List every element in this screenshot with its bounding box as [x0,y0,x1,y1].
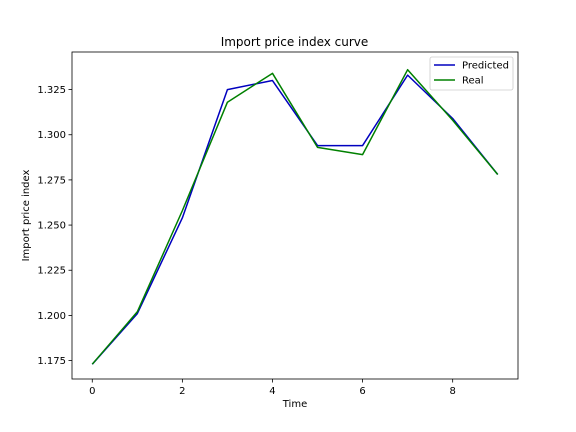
plot-frame [71,51,519,380]
y-tick-label: 1.300 [37,130,66,141]
x-axis-label: Time [282,399,307,410]
y-axis-ticks: 1.175 1.200 1.225 1.250 1.275 1.300 1.325 [37,85,72,367]
y-axis-label: Import price index [21,170,32,262]
y-tick-label: 1.225 [37,266,66,277]
legend-label-real: Real [462,76,484,87]
series-line-predicted [91,74,499,365]
legend-label-predicted: Predicted [462,61,509,72]
x-tick-label: 6 [359,386,365,397]
x-tick-label: 0 [89,386,95,397]
series-line-real [91,68,499,365]
chart-title: Import price index curve [221,35,369,49]
y-tick-label: 1.275 [37,175,66,186]
y-tick-label: 1.250 [37,221,66,232]
x-tick-label: 8 [449,386,455,397]
y-tick-label: 1.175 [37,356,66,367]
y-tick-label: 1.325 [37,85,66,96]
legend: Predicted Real [429,56,514,91]
x-tick-label: 2 [179,386,185,397]
x-tick-label: 4 [269,386,275,397]
x-axis-ticks: 0 2 4 6 8 [89,379,456,397]
series-lines [91,68,499,365]
y-tick-label: 1.200 [37,311,66,322]
